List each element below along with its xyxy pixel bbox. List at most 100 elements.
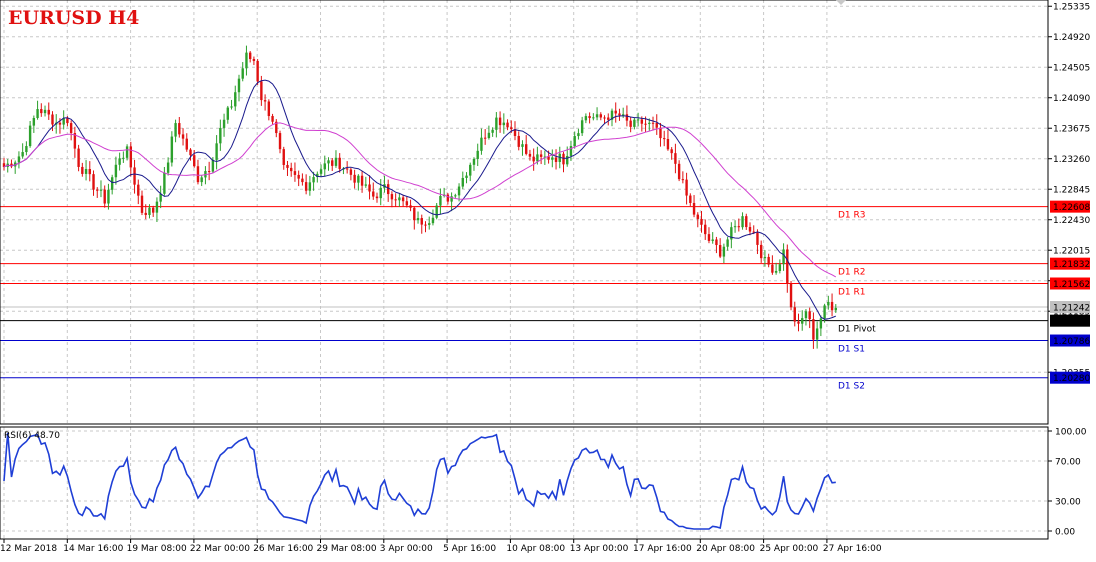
- candle-body: [17, 156, 21, 163]
- candle-body: [304, 182, 308, 191]
- time-tick-label: 19 Mar 08:00: [127, 544, 187, 554]
- candle-body: [644, 123, 647, 125]
- candle-body: [595, 114, 599, 118]
- price-panel-frame: [0, 0, 1049, 425]
- candle-body: [230, 106, 233, 108]
- candle-body: [461, 177, 464, 187]
- candle-body: [498, 117, 502, 126]
- candle-body: [170, 136, 174, 163]
- candle-body: [51, 114, 54, 125]
- level-tag-value: 1.21832: [1053, 260, 1090, 270]
- candle-body: [532, 156, 535, 162]
- candle-body: [786, 249, 789, 284]
- candle-body: [379, 187, 382, 199]
- candle-body: [189, 149, 192, 156]
- candle-body: [506, 122, 509, 128]
- candle-body: [211, 159, 215, 172]
- candle-body: [536, 154, 539, 162]
- candle-body: [372, 191, 375, 197]
- level-label: D1 R2: [838, 268, 866, 278]
- rsi-tick-label: 70.00: [1055, 458, 1081, 468]
- candle-body: [476, 150, 479, 159]
- candle-body: [152, 207, 155, 213]
- candle-body: [510, 127, 513, 130]
- candle-body: [599, 114, 602, 118]
- candle-body: [364, 184, 368, 186]
- candle-body: [297, 174, 300, 179]
- candle-body: [40, 109, 43, 114]
- level-tag-box: [1050, 257, 1090, 270]
- candle-body: [539, 154, 543, 157]
- level-tag-box: [1050, 277, 1090, 290]
- candle-body: [528, 153, 532, 157]
- candle-body: [663, 138, 666, 140]
- candle-body: [245, 52, 248, 69]
- candle-body: [640, 119, 644, 124]
- candle-body: [10, 163, 13, 167]
- candle-body: [834, 307, 837, 311]
- candle-body: [398, 197, 401, 201]
- candle-body: [327, 160, 330, 164]
- level-label: D1 Pivot: [838, 325, 876, 335]
- candle-body: [745, 216, 748, 228]
- time-tick-label: 20 Apr 08:00: [696, 544, 755, 554]
- candle-body: [174, 123, 177, 137]
- candle-body: [521, 144, 524, 147]
- candle-body: [416, 218, 420, 221]
- level-tag-value: 1.21562: [1053, 280, 1090, 290]
- price-tick-label: 1.23675: [1053, 125, 1090, 135]
- candle-body: [159, 193, 162, 202]
- candle-body: [726, 239, 729, 247]
- candle-body: [263, 100, 267, 102]
- time-tick-label: 29 Mar 08:00: [317, 544, 377, 554]
- candle-body: [36, 109, 39, 118]
- candle-body: [830, 301, 834, 311]
- candle-body: [547, 156, 550, 160]
- candle-body: [144, 212, 147, 215]
- rsi-grid: [0, 427, 1048, 539]
- candle-body: [62, 118, 65, 125]
- candle-body: [386, 184, 390, 195]
- candle-body: [401, 197, 405, 202]
- candle-body: [193, 155, 196, 167]
- candle-body: [25, 146, 28, 153]
- candle-body: [163, 172, 166, 194]
- candle-body: [551, 157, 554, 160]
- current-price-value: 1.21242: [1053, 304, 1090, 314]
- candle-body: [767, 256, 770, 265]
- candle-body: [129, 146, 133, 168]
- candle-body: [592, 117, 595, 119]
- price-tick-label: 1.24505: [1053, 64, 1090, 74]
- candle-body: [84, 168, 88, 174]
- candle-body: [774, 270, 778, 273]
- candle-body: [603, 117, 606, 119]
- candle-body: [674, 153, 677, 164]
- candle-body: [252, 58, 256, 61]
- candle-body: [133, 167, 136, 185]
- candle-body: [558, 153, 561, 162]
- candle-body: [58, 122, 62, 125]
- candle-body: [621, 114, 625, 116]
- candle-body: [92, 174, 95, 190]
- candle-body: [648, 122, 651, 124]
- candle-body: [584, 116, 588, 121]
- candle-body: [312, 177, 315, 183]
- candle-body: [580, 120, 584, 134]
- candle-body: [636, 119, 640, 121]
- time-tick-label: 27 Apr 16:00: [823, 544, 882, 554]
- candle-body: [338, 157, 341, 169]
- level-tag-box: [1050, 371, 1090, 384]
- price-grid: [0, 0, 1048, 424]
- candle-body: [122, 157, 125, 159]
- candle-body: [517, 135, 520, 147]
- level-tag-box: [1050, 334, 1090, 347]
- candle-body: [554, 157, 558, 162]
- candle-body: [577, 133, 580, 137]
- candle-body: [815, 328, 819, 340]
- candle-body: [718, 245, 722, 257]
- time-tick-label: 14 Mar 16:00: [63, 544, 123, 554]
- candle-body: [222, 119, 226, 128]
- time-tick-label: 5 Apr 16:00: [443, 544, 496, 554]
- chart-shift-marker[interactable]: [836, 0, 846, 5]
